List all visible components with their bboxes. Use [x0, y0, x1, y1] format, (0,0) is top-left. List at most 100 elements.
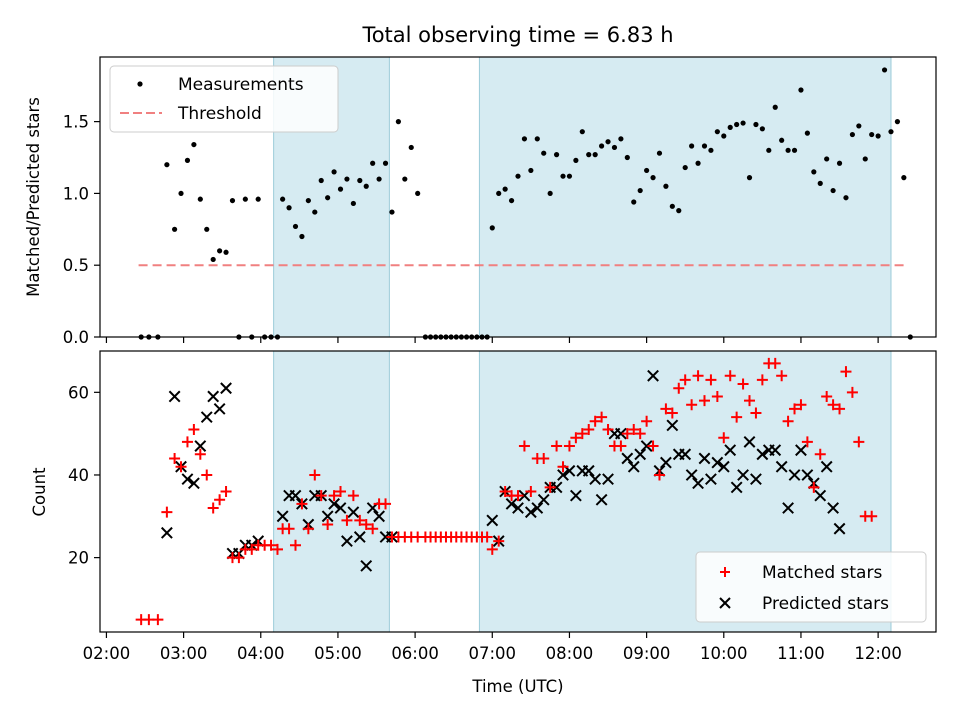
matched-star-point-20	[271, 543, 283, 555]
predicted-star-point-3	[181, 473, 194, 486]
measurement-point-28	[325, 195, 331, 201]
measurement-point-104	[798, 87, 804, 93]
matched-star-point-8	[194, 448, 206, 460]
matched-star-point-4	[169, 452, 181, 464]
measurement-point-75	[611, 144, 618, 151]
measurement-point-70	[579, 129, 585, 135]
measurement-point-15	[242, 196, 248, 202]
matched-star-point-110	[834, 403, 846, 415]
measurement-point-96	[746, 175, 753, 181]
x-tick-label-0: 02:00	[83, 644, 131, 663]
measurement-point-73	[599, 143, 605, 149]
predicted-star-point-84	[814, 489, 827, 502]
measurement-point-91	[714, 129, 720, 135]
top-y-axis-label: Matched/Predicted stars	[24, 97, 43, 297]
matched-star-point-11	[214, 494, 226, 506]
measurement-point-25	[305, 197, 311, 204]
matched-star-point-65	[544, 481, 556, 493]
matched-star-point-111	[840, 366, 852, 378]
measurement-point-95	[740, 120, 746, 126]
predicted-star-point-8	[213, 402, 226, 415]
predicted-star-point-23	[328, 497, 340, 510]
matched-star-point-69	[570, 432, 582, 444]
predicted-star-point-17	[289, 489, 302, 502]
predicted-star-point-85	[820, 460, 833, 473]
measurement-point-102	[785, 147, 791, 153]
matched-star-point-71	[583, 424, 595, 436]
measurement-point-111	[843, 195, 849, 201]
measurement-point-29	[331, 169, 337, 175]
x-tick-label-9: 11:00	[777, 644, 825, 663]
measurement-point-58	[502, 186, 508, 192]
matched-star-point-67	[557, 461, 569, 473]
measurement-point-41	[408, 144, 414, 151]
measurement-point-74	[605, 139, 611, 145]
legend-predicted-stars-marker	[719, 597, 731, 609]
predicted-star-point-78	[775, 460, 788, 473]
measurement-point-3	[164, 162, 170, 168]
predicted-star-point-65	[692, 477, 704, 490]
predicted-star-point-6	[200, 411, 213, 424]
matched-star-point-2	[152, 614, 164, 626]
matched-star-point-12	[220, 486, 232, 497]
top-shaded-intervals	[273, 56, 892, 338]
bottom-legend-box	[695, 551, 927, 623]
measurement-point-101	[779, 137, 785, 143]
measurement-point-117	[881, 67, 888, 73]
top-y-ticks: 0.0 0.5 1.0 1.5	[63, 113, 100, 347]
y-tick-label-1: 0.5	[63, 256, 89, 275]
measurement-point-68	[566, 173, 573, 179]
predicted-star-point-25	[341, 535, 353, 547]
matched-star-point-103	[789, 403, 801, 415]
measurement-point-5	[178, 190, 184, 197]
matched-star-point-106	[808, 481, 820, 493]
y-tick-label-0: 0.0	[63, 328, 89, 347]
y-tick-label-2: 1.0	[63, 184, 89, 203]
matched-star-point-84	[666, 407, 678, 419]
matched-star-point-105	[801, 436, 813, 448]
measurement-point-27	[318, 177, 324, 184]
x-tick-label-10: 12:00	[854, 644, 902, 663]
predicted-star-point-79	[782, 502, 794, 514]
matched-star-point-56	[486, 543, 498, 555]
matched-star-point-102	[782, 415, 794, 427]
measurement-point-113	[856, 123, 862, 129]
bottom-y-ticks: 20 40 60	[68, 383, 100, 568]
measurements-points	[138, 67, 913, 340]
matched-star-point-113	[853, 436, 865, 448]
matched-star-point-16	[246, 543, 258, 555]
x-tick-label-1: 03:00	[160, 644, 208, 663]
measurement-point-106	[811, 169, 817, 175]
measurement-point-116	[875, 133, 881, 139]
predicted-star-point-28	[360, 559, 373, 572]
predicted-star-point-56	[634, 448, 647, 461]
x-tick-label-8: 10:00	[700, 644, 748, 663]
measurement-point-66	[553, 152, 560, 158]
measurement-point-10	[210, 256, 216, 263]
measurement-point-98	[759, 126, 765, 132]
predicted-star-point-63	[679, 448, 692, 461]
measurement-point-103	[791, 147, 798, 153]
matched-star-point-57	[493, 535, 505, 547]
measurement-point-9	[204, 226, 210, 232]
matched-star-point-70	[576, 428, 588, 440]
predicted-star-point-68	[711, 456, 724, 469]
measurement-point-81	[650, 175, 656, 181]
predicted-star-point-49	[589, 473, 602, 486]
top-panel: 0.0 0.5 1.0 1.5 Matched/Predicted stars Mea…	[24, 56, 937, 347]
matched-star-point-14	[233, 552, 245, 564]
measurement-point-12	[223, 249, 229, 255]
matched-star-point-19	[265, 539, 277, 551]
legend-measurements-marker	[137, 81, 143, 87]
matched-star-point-101	[776, 370, 788, 382]
legend-threshold-label: Threshold	[177, 104, 262, 124]
measurement-point-115	[869, 131, 875, 138]
matched-star-point-79	[634, 428, 646, 440]
predicted-star-point-48	[582, 464, 595, 477]
matched-star-point-93	[724, 370, 736, 382]
predicted-star-point-43	[550, 481, 563, 494]
measurement-point-6	[184, 157, 191, 163]
measurement-point-65	[547, 190, 553, 197]
top-legend-box	[109, 65, 339, 133]
matched-star-point-33	[354, 514, 366, 526]
